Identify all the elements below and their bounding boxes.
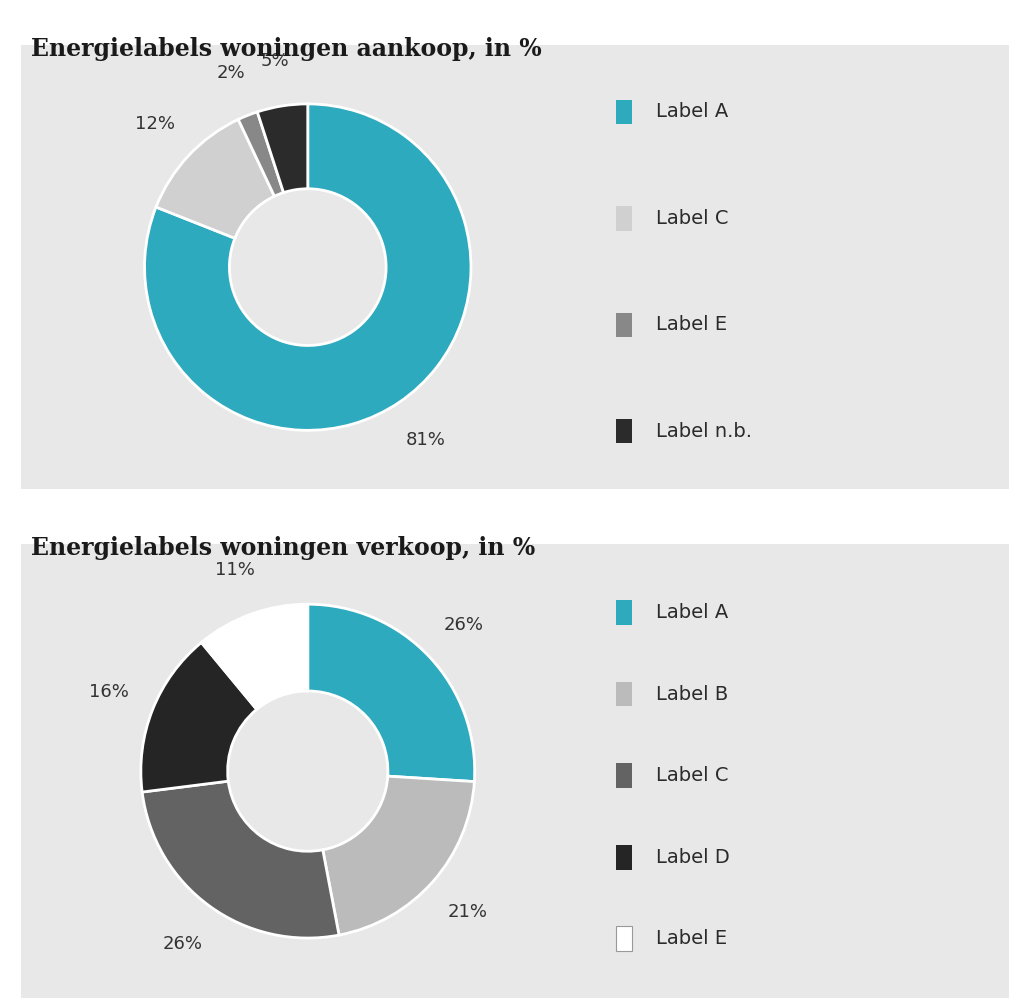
Text: Label n.b.: Label n.b. <box>656 421 752 440</box>
Text: 26%: 26% <box>444 616 483 634</box>
Wedge shape <box>142 781 339 938</box>
Text: Label B: Label B <box>656 684 728 704</box>
Text: 16%: 16% <box>90 683 129 702</box>
Bar <box>616 763 632 788</box>
Bar <box>616 600 632 625</box>
Wedge shape <box>238 112 283 197</box>
Text: Energielabels woningen aankoop, in %: Energielabels woningen aankoop, in % <box>31 37 542 61</box>
Text: Energielabels woningen verkoop, in %: Energielabels woningen verkoop, in % <box>31 536 536 560</box>
Text: 21%: 21% <box>448 903 488 921</box>
Wedge shape <box>322 776 475 935</box>
Text: 26%: 26% <box>162 935 202 953</box>
Bar <box>616 845 632 870</box>
Wedge shape <box>156 119 274 238</box>
Text: Label D: Label D <box>656 848 729 867</box>
Text: 81%: 81% <box>405 430 445 449</box>
Text: Label E: Label E <box>656 316 727 335</box>
Bar <box>616 681 632 707</box>
Wedge shape <box>308 604 475 781</box>
Bar <box>616 926 632 952</box>
Text: Label C: Label C <box>656 766 728 785</box>
Text: 5%: 5% <box>261 51 289 70</box>
Text: 2%: 2% <box>216 64 245 82</box>
Bar <box>616 207 632 231</box>
Wedge shape <box>141 642 256 792</box>
Wedge shape <box>201 604 308 710</box>
Bar <box>616 419 632 444</box>
Text: Label C: Label C <box>656 209 728 228</box>
Bar <box>616 312 632 337</box>
Text: 11%: 11% <box>215 561 255 579</box>
Bar <box>616 100 632 124</box>
Wedge shape <box>144 104 471 430</box>
Text: Label A: Label A <box>656 103 728 121</box>
Text: Label E: Label E <box>656 929 727 949</box>
Wedge shape <box>258 104 308 193</box>
Text: 12%: 12% <box>136 115 175 133</box>
Text: Label A: Label A <box>656 603 728 622</box>
